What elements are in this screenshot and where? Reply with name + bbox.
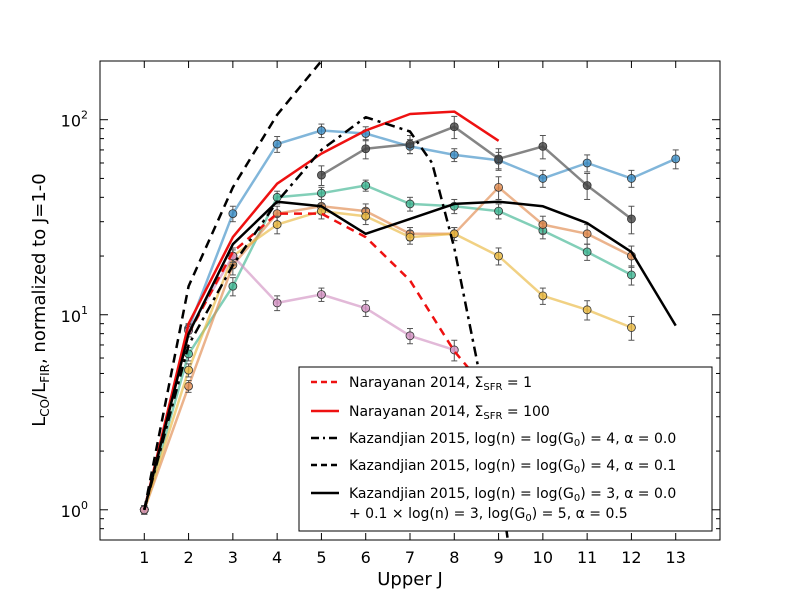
data-point-yellow: [184, 365, 193, 375]
legend-label-4: Kazandjian 2015, log(n) = log(G0) = 4, α…: [349, 458, 676, 476]
data-point-green: [228, 281, 238, 291]
x-tick-label: 11: [577, 548, 597, 567]
data-point-blue: [582, 158, 592, 168]
data-point-orange: [184, 381, 193, 391]
x-axis-label: Upper J: [377, 569, 443, 590]
data-point-blue: [449, 150, 459, 160]
data-point-orange: [582, 229, 592, 239]
x-tick-label: 2: [183, 548, 193, 567]
x-tick-label: 6: [361, 548, 371, 567]
legend-label-5: Kazandjian 2015, log(n) = log(G0) = 3, α…: [349, 486, 676, 504]
legend-label-5-line2: + 0.1 × log(n) = 3, log(G0) = 5, α = 0.5: [349, 506, 628, 524]
legend-label-2: Narayanan 2014, ΣSFR = 100: [349, 404, 550, 422]
x-tick-label: 13: [666, 548, 686, 567]
x-tick-label: 4: [272, 548, 282, 567]
x-tick-label: 5: [316, 548, 326, 567]
x-tick-label: 7: [405, 548, 415, 567]
data-point-green: [627, 270, 636, 280]
data-point-blue: [627, 174, 636, 183]
legend-label-3: Kazandjian 2015, log(n) = log(G0) = 4, α…: [349, 431, 676, 449]
x-tick-label: 8: [449, 548, 459, 567]
data-point-blue: [317, 126, 326, 135]
data-point-green: [317, 188, 326, 198]
data-point-dark-gray: [449, 122, 459, 132]
x-tick-label: 3: [228, 548, 238, 567]
data-point-green: [405, 199, 415, 209]
model-line-5: [143, 200, 677, 511]
data-point-yellow: [272, 220, 282, 229]
data-point-green: [361, 181, 371, 190]
data-point-pink: [317, 290, 326, 299]
x-tick-label: 9: [493, 548, 503, 567]
y-axis-label: LCO/LFIR, normalized to J=1-0: [29, 173, 52, 427]
x-tick-label: 10: [533, 548, 553, 567]
legend-label-1: Narayanan 2014, ΣSFR = 1: [349, 375, 532, 393]
legend-box: [298, 366, 713, 532]
data-point-green: [272, 192, 282, 202]
data-point-dark-gray: [627, 214, 636, 224]
data-point-green: [494, 206, 503, 216]
observation-line-orange: [143, 186, 632, 511]
data-point-yellow: [361, 211, 371, 221]
data-point-blue: [228, 209, 238, 219]
data-point-blue: [671, 154, 681, 164]
y-tick-label: 102: [61, 109, 88, 131]
legend: Narayanan 2014, ΣSFR = 1 Narayanan 2014, …: [298, 366, 713, 532]
data-point-yellow: [627, 323, 636, 332]
observation-line-green: [143, 184, 632, 511]
data-point-dark-gray: [494, 154, 503, 164]
data-point-yellow: [538, 291, 548, 301]
y-tick-label: 100: [61, 499, 88, 521]
data-point-dark-gray: [582, 181, 592, 190]
data-point-orange: [538, 220, 548, 229]
data-point-yellow: [405, 232, 415, 242]
data-point-blue: [538, 174, 548, 183]
data-point-pink: [272, 298, 282, 308]
data-point-pink: [405, 331, 415, 341]
x-tick-label: 1: [139, 548, 149, 567]
model-line-2: [143, 110, 500, 511]
data-point-yellow: [582, 305, 592, 315]
data-point-blue: [272, 139, 282, 149]
data-point-orange: [494, 182, 503, 192]
data-point-dark-gray: [405, 139, 415, 149]
data-point-pink: [361, 303, 371, 313]
data-point-dark-gray: [317, 170, 326, 180]
data-point-yellow: [494, 251, 503, 261]
model-line-4: [143, 61, 323, 511]
data-point-green: [582, 247, 592, 257]
data-point-dark-gray: [538, 141, 548, 151]
observation-line-dark-gray: [320, 125, 633, 220]
x-tick-label: 12: [621, 548, 641, 567]
observation-series-dark-gray: [317, 115, 636, 235]
data-point-dark-gray: [361, 144, 371, 154]
y-tick-label: 101: [61, 304, 88, 326]
